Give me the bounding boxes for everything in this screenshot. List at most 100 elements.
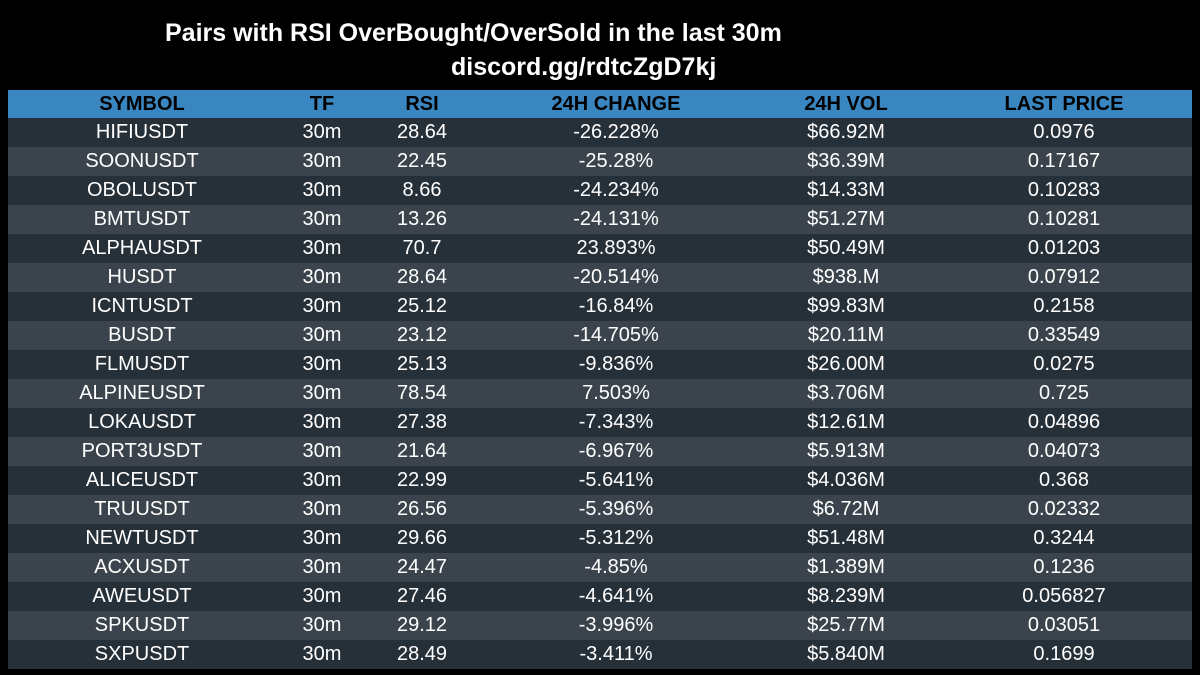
- table-row: ALICEUSDT 30m 22.99 -5.641% $4.036M 0.368: [8, 466, 1192, 495]
- rsi-cell: 27.38: [368, 408, 476, 437]
- tf-cell: 30m: [276, 640, 368, 669]
- tf-cell: 30m: [276, 524, 368, 553]
- volume-cell: $20.11M: [756, 321, 936, 350]
- table-row: BMTUSDT 30m 13.26 -24.131% $51.27M 0.10281: [8, 205, 1192, 234]
- table-row: SOONUSDT 30m 22.45 -25.28% $36.39M 0.17167: [8, 147, 1192, 176]
- change-cell: -7.343%: [476, 408, 756, 437]
- change-cell: -26.228%: [476, 118, 756, 147]
- tf-cell: 30m: [276, 582, 368, 611]
- price-cell: 0.056827: [936, 582, 1192, 611]
- symbol-cell: FLMUSDT: [8, 350, 276, 379]
- volume-cell: $6.72M: [756, 495, 936, 524]
- price-cell: 0.1699: [936, 640, 1192, 669]
- price-cell: 0.10283: [936, 176, 1192, 205]
- price-cell: 0.10281: [936, 205, 1192, 234]
- volume-cell: $938.M: [756, 263, 936, 292]
- symbol-cell: BUSDT: [8, 321, 276, 350]
- volume-cell: $3.706M: [756, 379, 936, 408]
- tf-cell: 30m: [276, 118, 368, 147]
- tf-cell: 30m: [276, 437, 368, 466]
- change-cell: -4.85%: [476, 553, 756, 582]
- volume-cell: $5.840M: [756, 640, 936, 669]
- table-row: HUSDT 30m 28.64 -20.514% $938.M 0.07912: [8, 263, 1192, 292]
- rsi-cell: 78.54: [368, 379, 476, 408]
- tf-cell: 30m: [276, 176, 368, 205]
- symbol-cell: PORT3USDT: [8, 437, 276, 466]
- table-row: BUSDT 30m 23.12 -14.705% $20.11M 0.33549: [8, 321, 1192, 350]
- table-row: ACXUSDT 30m 24.47 -4.85% $1.389M 0.1236: [8, 553, 1192, 582]
- symbol-cell: SPKUSDT: [8, 611, 276, 640]
- symbol-cell: HUSDT: [8, 263, 276, 292]
- page-title: Pairs with RSI OverBought/OverSold in th…: [165, 19, 782, 47]
- column-header-symbol: SYMBOL: [8, 90, 276, 118]
- symbol-cell: ACXUSDT: [8, 553, 276, 582]
- change-cell: 7.503%: [476, 379, 756, 408]
- symbol-cell: SOONUSDT: [8, 147, 276, 176]
- column-header-24h-vol: 24H VOL: [756, 90, 936, 118]
- rsi-cell: 29.12: [368, 611, 476, 640]
- price-cell: 0.04896: [936, 408, 1192, 437]
- price-cell: 0.725: [936, 379, 1192, 408]
- rsi-table: SYMBOL TF RSI 24H CHANGE 24H VOL LAST PR…: [8, 90, 1192, 669]
- rsi-cell: 27.46: [368, 582, 476, 611]
- tf-cell: 30m: [276, 321, 368, 350]
- table-row: ICNTUSDT 30m 25.12 -16.84% $99.83M 0.2158: [8, 292, 1192, 321]
- change-cell: -20.514%: [476, 263, 756, 292]
- tf-cell: 30m: [276, 553, 368, 582]
- price-cell: 0.0275: [936, 350, 1192, 379]
- tf-cell: 30m: [276, 350, 368, 379]
- column-header-last-price: LAST PRICE: [936, 90, 1192, 118]
- tf-cell: 30m: [276, 466, 368, 495]
- price-cell: 0.1236: [936, 553, 1192, 582]
- tf-cell: 30m: [276, 263, 368, 292]
- change-cell: -24.131%: [476, 205, 756, 234]
- price-cell: 0.01203: [936, 234, 1192, 263]
- rsi-cell: 22.99: [368, 466, 476, 495]
- change-cell: 23.893%: [476, 234, 756, 263]
- rsi-cell: 23.12: [368, 321, 476, 350]
- volume-cell: $14.33M: [756, 176, 936, 205]
- symbol-cell: TRUUSDT: [8, 495, 276, 524]
- table-row: SXPUSDT 30m 28.49 -3.411% $5.840M 0.1699: [8, 640, 1192, 669]
- price-cell: 0.07912: [936, 263, 1192, 292]
- price-cell: 0.368: [936, 466, 1192, 495]
- rsi-cell: 26.56: [368, 495, 476, 524]
- change-cell: -14.705%: [476, 321, 756, 350]
- volume-cell: $66.92M: [756, 118, 936, 147]
- column-header-24h-change: 24H CHANGE: [476, 90, 756, 118]
- volume-cell: $12.61M: [756, 408, 936, 437]
- table-row: ALPHAUSDT 30m 70.7 23.893% $50.49M 0.01203: [8, 234, 1192, 263]
- price-cell: 0.04073: [936, 437, 1192, 466]
- change-cell: -16.84%: [476, 292, 756, 321]
- volume-cell: $8.239M: [756, 582, 936, 611]
- discord-link-text: discord.gg/rdtcZgD7kj: [451, 53, 717, 81]
- rsi-cell: 21.64: [368, 437, 476, 466]
- table-row: PORT3USDT 30m 21.64 -6.967% $5.913M 0.04073: [8, 437, 1192, 466]
- table-row: OBOLUSDT 30m 8.66 -24.234% $14.33M 0.10283: [8, 176, 1192, 205]
- symbol-cell: ALPHAUSDT: [8, 234, 276, 263]
- table-row: HIFIUSDT 30m 28.64 -26.228% $66.92M 0.0976: [8, 118, 1192, 147]
- table-row: ALPINEUSDT 30m 78.54 7.503% $3.706M 0.725: [8, 379, 1192, 408]
- tf-cell: 30m: [276, 495, 368, 524]
- column-header-tf: TF: [276, 90, 368, 118]
- table-body: HIFIUSDT 30m 28.64 -26.228% $66.92M 0.0976 SOO…: [8, 118, 1192, 669]
- change-cell: -3.996%: [476, 611, 756, 640]
- price-cell: 0.17167: [936, 147, 1192, 176]
- price-cell: 0.03051: [936, 611, 1192, 640]
- table-row: NEWTUSDT 30m 29.66 -5.312% $51.48M 0.3244: [8, 524, 1192, 553]
- tf-cell: 30m: [276, 234, 368, 263]
- symbol-cell: HIFIUSDT: [8, 118, 276, 147]
- rsi-cell: 22.45: [368, 147, 476, 176]
- rsi-cell: 28.64: [368, 118, 476, 147]
- table-row: TRUUSDT 30m 26.56 -5.396% $6.72M 0.02332: [8, 495, 1192, 524]
- table-row: FLMUSDT 30m 25.13 -9.836% $26.00M 0.0275: [8, 350, 1192, 379]
- table-row: SPKUSDT 30m 29.12 -3.996% $25.77M 0.03051: [8, 611, 1192, 640]
- volume-cell: $4.036M: [756, 466, 936, 495]
- rsi-cell: 29.66: [368, 524, 476, 553]
- rsi-cell: 70.7: [368, 234, 476, 263]
- volume-cell: $26.00M: [756, 350, 936, 379]
- table-header-row: SYMBOL TF RSI 24H CHANGE 24H VOL LAST PR…: [8, 90, 1192, 118]
- tf-cell: 30m: [276, 147, 368, 176]
- tf-cell: 30m: [276, 379, 368, 408]
- volume-cell: $25.77M: [756, 611, 936, 640]
